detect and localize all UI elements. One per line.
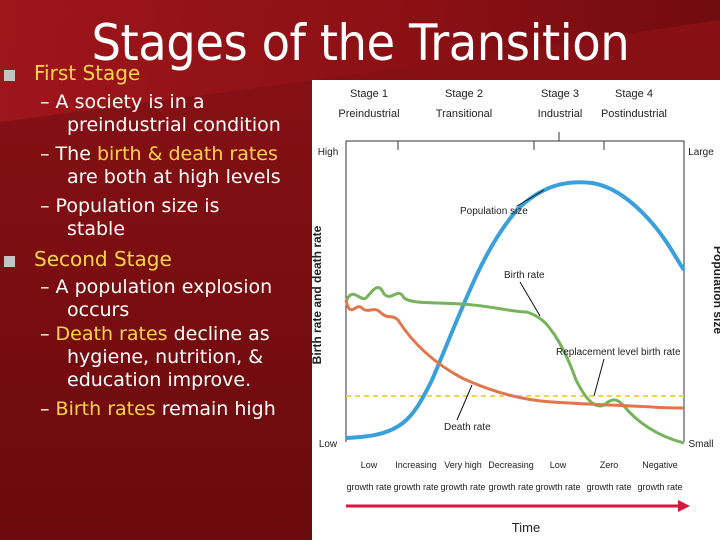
stage-1-label: Stage 1	[350, 88, 388, 100]
growth-phase-1: Low	[361, 460, 378, 470]
pointer-line	[456, 384, 473, 421]
stage-2-label: Stage 2	[445, 88, 483, 100]
sub-bullet-cont: are both at high levels	[67, 166, 281, 188]
replacement-birth-rate-label: Replacement level birth rate	[556, 347, 681, 358]
bullet-square-icon	[4, 70, 15, 81]
population-size-label: Population size	[460, 206, 528, 217]
sub-bullet: – A society is in a	[40, 91, 205, 113]
low-label: Low	[319, 439, 338, 450]
bullet-square-icon	[4, 256, 15, 267]
birth-rate-curve	[344, 286, 685, 445]
growth-phase-6-sub: growth rate	[586, 482, 631, 492]
growth-phase-7: Negative	[642, 460, 678, 470]
bullet-heading-first-stage: First Stage	[34, 61, 141, 85]
sub-bullet: – Birth rates remain high	[40, 398, 276, 420]
stage-bracket	[345, 140, 685, 150]
high-label: High	[318, 147, 339, 158]
birth-rate-label: Birth rate	[504, 270, 545, 281]
stage-4-name: Postindustrial	[601, 108, 667, 120]
sub-bullet: – Population size is	[40, 195, 220, 217]
large-label: Large	[688, 147, 714, 158]
sub-bullet-cont: hygiene, nutrition, &	[67, 346, 264, 368]
pointer-line	[516, 189, 545, 207]
growth-phase-3-sub: growth rate	[440, 482, 485, 492]
demographic-transition-figure: Stage 1 Preindustrial Stage 2 Transition…	[312, 80, 720, 540]
sub-bullet-cont: occurs	[67, 299, 130, 321]
left-axis-title: Birth rate and death rate	[312, 225, 324, 364]
sub-bullet: – A population explosion	[40, 276, 273, 298]
population-size-curve	[345, 180, 686, 440]
pointer-line	[593, 358, 605, 397]
stage-3-name: Industrial	[538, 108, 583, 120]
stage-1-name: Preindustrial	[338, 108, 399, 120]
stage-2-name: Transitional	[436, 108, 492, 120]
small-label: Small	[688, 439, 713, 450]
stage-3-label: Stage 3	[541, 88, 579, 100]
growth-phase-6: Zero	[600, 460, 619, 470]
growth-phase-2-sub: growth rate	[393, 482, 438, 492]
time-arrow-head	[678, 500, 690, 512]
death-rate-curve	[344, 299, 685, 410]
slide-title: Stages of the Transition	[91, 14, 630, 72]
pointer-line	[519, 281, 541, 317]
stage-4-label: Stage 4	[615, 88, 653, 100]
growth-phase-3: Very high	[444, 460, 482, 470]
bullet-heading-second-stage: Second Stage	[34, 247, 172, 271]
growth-phase-5: Low	[550, 460, 567, 470]
sub-bullet: – The birth & death rates	[40, 143, 278, 165]
sub-bullet: – Death rates decline as	[40, 323, 270, 345]
growth-phase-2: Increasing	[395, 460, 437, 470]
sub-bullet-cont: education improve.	[67, 369, 252, 391]
growth-phase-1-sub: growth rate	[346, 482, 391, 492]
death-rate-label: Death rate	[444, 422, 491, 433]
growth-phase-4: Decreasing	[488, 460, 534, 470]
growth-phase-4-sub: growth rate	[488, 482, 533, 492]
transition-diagram: Stage 1 Preindustrial Stage 2 Transition…	[312, 88, 720, 535]
right-axis-title: Population size	[711, 246, 720, 334]
growth-phase-7-sub: growth rate	[637, 482, 682, 492]
time-label: Time	[512, 520, 540, 535]
growth-phase-5-sub: growth rate	[535, 482, 580, 492]
sub-bullet-cont: stable	[67, 218, 126, 240]
sub-bullet-cont: preindustrial condition	[67, 114, 281, 136]
